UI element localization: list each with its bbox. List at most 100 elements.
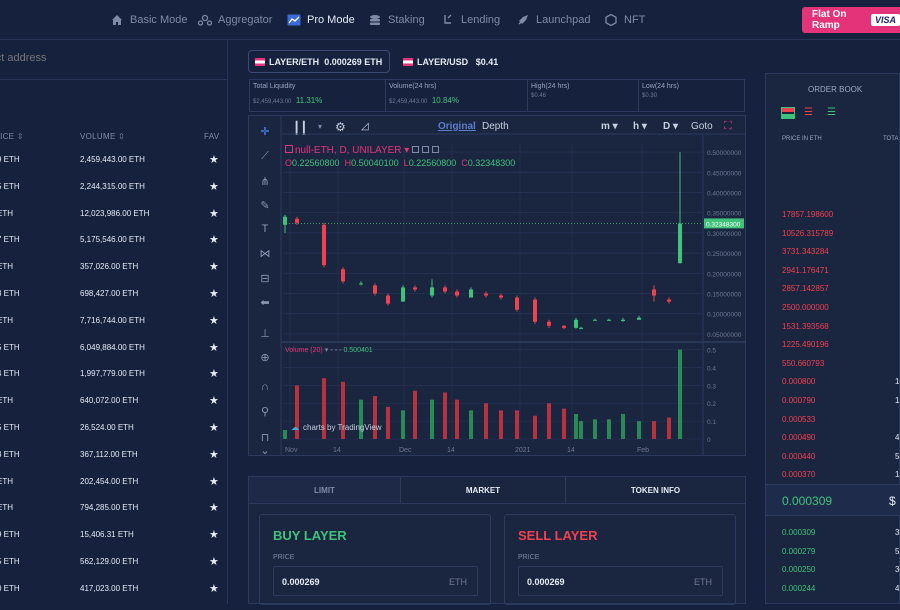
table-row[interactable]: ETH 640,072.00 ETH ★ bbox=[0, 395, 228, 422]
ob-ask-row[interactable]: 3731.343284 bbox=[782, 247, 829, 257]
table-row[interactable]: 3 ETH 698,427.00 ETH ★ bbox=[0, 288, 228, 315]
nav-pro-mode[interactable]: Pro Mode bbox=[287, 12, 355, 28]
book-bids-icon[interactable]: ☰ bbox=[827, 107, 836, 118]
brush-icon[interactable]: ✎ bbox=[260, 199, 270, 212]
ob-ask-row[interactable]: 0.000440 5 bbox=[782, 451, 900, 461]
table-row[interactable]: ETH 12,023,986.00 ETH ★ bbox=[0, 207, 228, 235]
ob-bid-row[interactable]: 0.000244 4 bbox=[782, 583, 900, 593]
tab-limit[interactable]: LIMIT bbox=[249, 477, 400, 504]
table-row[interactable]: 5 ETH 6,049,884.00 ETH ★ bbox=[0, 341, 228, 369]
interval-hour[interactable]: h ▾ bbox=[633, 121, 647, 132]
ob-ask-row[interactable]: 0.000790 1 bbox=[782, 396, 900, 405]
star-icon[interactable]: ★ bbox=[209, 180, 219, 193]
star-icon[interactable]: ★ bbox=[209, 475, 219, 488]
buy-price-input[interactable]: 0.000269 ETH bbox=[273, 566, 478, 596]
candle-type-icon[interactable]: ┃┃ bbox=[293, 121, 308, 135]
pattern-icon[interactable]: ⋈ bbox=[259, 247, 271, 260]
table-row[interactable]: 9 ETH 15,406.31 ETH ★ bbox=[0, 529, 228, 556]
fullscreen-icon[interactable]: ⛶ bbox=[724, 120, 732, 132]
ob-ask-row[interactable]: 0.000490 4 bbox=[782, 433, 900, 443]
table-row[interactable]: ETH 357,026.00 ETH ★ bbox=[0, 261, 228, 288]
trend-line-icon[interactable]: ⟋ bbox=[261, 149, 269, 162]
text-tool-icon[interactable]: T bbox=[261, 223, 269, 235]
star-icon[interactable]: ★ bbox=[209, 422, 219, 434]
interval-day[interactable]: D ▾ bbox=[663, 121, 679, 132]
gear-icon[interactable]: ⚙ bbox=[335, 120, 346, 134]
star-icon[interactable]: ★ bbox=[209, 288, 219, 300]
zoom-in-icon[interactable]: ⊕ bbox=[260, 351, 270, 364]
price-chart[interactable]: ✛ ⟋ ⋔ ✎ T ⋈ ⊟ ⬅ ⊥ ⊕ ∩ ⚲ ⊓ ⌄ ┃┃ ▾ ⚙ ◿ Ori… bbox=[248, 115, 746, 457]
ob-ask-row[interactable]: 2857.142857 bbox=[782, 284, 829, 294]
magnet-icon[interactable]: ∩ bbox=[261, 381, 269, 393]
flat-on-ramp-button[interactable]: Flat On Ramp VISA bbox=[802, 7, 900, 33]
table-row[interactable]: 0 ETH 417,023.00 ETH ★ bbox=[0, 582, 228, 610]
ob-ask-row[interactable]: 17857.198600 bbox=[782, 210, 834, 219]
ob-ask-row[interactable]: 10526.315789 bbox=[782, 228, 834, 238]
ob-ask-row[interactable]: 2500.000000 bbox=[782, 303, 829, 312]
ruler-icon[interactable]: ⊥ bbox=[260, 327, 270, 340]
goto-button[interactable]: Goto bbox=[691, 121, 713, 132]
ob-ask-row[interactable]: 2941.176471 bbox=[782, 265, 829, 275]
table-row[interactable]: ETH 202,454.00 ETH ★ bbox=[0, 475, 228, 503]
original-view-tab[interactable]: Original bbox=[438, 121, 476, 132]
pair-layer-eth[interactable]: LAYER/ETH 0.000269 ETH bbox=[248, 50, 390, 73]
ob-ask-row[interactable]: 0.000533 bbox=[782, 414, 816, 424]
search-input[interactable] bbox=[0, 52, 186, 64]
price-header[interactable]: RICE ⇳ bbox=[0, 132, 24, 141]
nav-basic-mode[interactable]: Basic Mode bbox=[110, 12, 187, 28]
table-row[interactable]: 5 ETH 2,244,315.00 ETH ★ bbox=[0, 180, 228, 208]
table-row[interactable]: 9 ETH 2,459,443.00 ETH ★ bbox=[0, 154, 228, 181]
tab-token-info[interactable]: TOKEN INFO bbox=[565, 477, 745, 504]
star-icon[interactable]: ★ bbox=[209, 154, 219, 166]
table-row[interactable]: 3 ETH 367,112.00 ETH ★ bbox=[0, 448, 228, 476]
pair-layer-usd[interactable]: LAYER/USD $0.41 bbox=[403, 50, 498, 73]
star-icon[interactable]: ★ bbox=[209, 261, 219, 274]
table-row[interactable]: ETH 794,285.00 ETH ★ bbox=[0, 502, 228, 529]
back-arrow-icon[interactable]: ⬅ bbox=[260, 296, 270, 309]
star-icon[interactable]: ★ bbox=[209, 234, 219, 247]
nav-aggregator[interactable]: Aggregator bbox=[198, 12, 272, 28]
nav-staking[interactable]: Staking bbox=[368, 12, 425, 28]
nav-launchpad[interactable]: Launchpad bbox=[516, 12, 590, 28]
table-row[interactable]: 7 ETH 5,175,546.00 ETH ★ bbox=[0, 234, 228, 261]
nav-lending[interactable]: Lending bbox=[441, 12, 500, 28]
star-icon[interactable]: ★ bbox=[209, 582, 219, 595]
indicators-icon[interactable]: ◿ bbox=[361, 121, 369, 132]
depth-view-tab[interactable]: Depth bbox=[482, 121, 509, 132]
ob-ask-row[interactable]: 550.660793 bbox=[782, 358, 825, 368]
table-row[interactable]: 5 ETH 26,524.00 ETH ★ bbox=[0, 422, 228, 449]
book-asks-icon[interactable]: ☰ bbox=[804, 107, 813, 118]
chevron-down-icon[interactable]: ⌄ bbox=[260, 444, 270, 457]
table-row[interactable]: 5 ETH 562,129.00 ETH ★ bbox=[0, 556, 228, 583]
ob-ask-row[interactable]: 1225.490196 bbox=[782, 340, 829, 350]
ob-bid-row[interactable]: 0.000279 5 bbox=[782, 546, 900, 556]
lock-icon[interactable]: ⊓ bbox=[260, 431, 270, 444]
fib-icon[interactable]: ⋔ bbox=[260, 175, 270, 188]
table-row[interactable]: ETH 7,716,744.00 ETH ★ bbox=[0, 314, 228, 342]
star-icon[interactable]: ★ bbox=[209, 448, 219, 461]
ob-ask-row[interactable]: 1531.393568 bbox=[782, 321, 829, 331]
star-icon[interactable]: ★ bbox=[209, 207, 219, 220]
nav-nft[interactable]: NFT bbox=[604, 12, 645, 28]
sell-price-input[interactable]: 0.000269 ETH bbox=[518, 566, 723, 596]
star-icon[interactable]: ★ bbox=[209, 314, 219, 327]
star-icon[interactable]: ★ bbox=[209, 502, 219, 515]
chevron-down-icon[interactable]: ▾ bbox=[318, 122, 323, 131]
star-icon[interactable]: ★ bbox=[209, 368, 219, 381]
star-icon[interactable]: ★ bbox=[209, 341, 219, 354]
star-icon[interactable]: ★ bbox=[209, 556, 219, 568]
ob-ask-row[interactable]: 0.000370 1 bbox=[782, 470, 900, 480]
tab-market[interactable]: MARKET bbox=[400, 477, 565, 504]
star-icon[interactable]: ★ bbox=[209, 529, 219, 542]
interval-minute[interactable]: m ▾ bbox=[601, 121, 618, 132]
table-row[interactable]: 4 ETH 1,997,779.00 ETH ★ bbox=[0, 368, 228, 395]
lock-draw-icon[interactable]: ⚲ bbox=[260, 405, 270, 418]
volume-header[interactable]: VOLUME ⇳ bbox=[80, 132, 126, 141]
crosshair-icon[interactable]: ✛ bbox=[260, 125, 270, 138]
ob-bid-row[interactable]: 0.000309 3 bbox=[782, 528, 900, 537]
star-icon[interactable]: ★ bbox=[209, 395, 219, 408]
measure-icon[interactable]: ⊟ bbox=[260, 272, 270, 285]
book-both-icon[interactable] bbox=[781, 107, 795, 119]
